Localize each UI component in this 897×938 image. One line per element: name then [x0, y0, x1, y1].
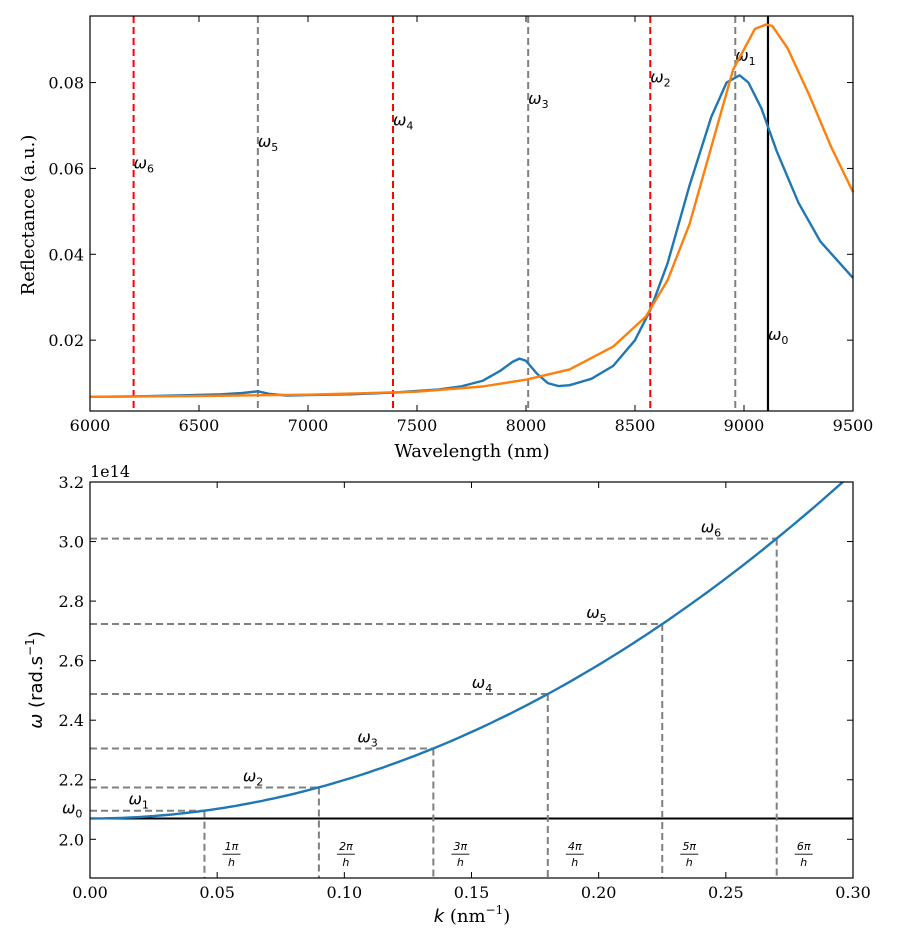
omega-5-label: ω5 — [258, 132, 278, 154]
omega-4-label-subscript: 4 — [406, 119, 413, 132]
mode-6-label-symbol: ω — [701, 518, 714, 537]
top-xlabel: Wavelength (nm) — [394, 441, 549, 462]
omega-3-label-subscript: 3 — [542, 98, 549, 111]
bot-xtick-label-6: 0.30 — [835, 883, 871, 902]
mode-5-label: ω5 — [586, 603, 606, 625]
top-xtick-label-2: 7000 — [288, 416, 329, 435]
omega-0-axis-label-symbol: ω — [62, 798, 75, 817]
top-xtick-label-3: 7500 — [397, 416, 438, 435]
mode-5-frac-num: 5π — [682, 840, 696, 853]
mode-6-label: ω6 — [701, 518, 721, 540]
top-xtick-label-0: 6000 — [70, 416, 111, 435]
omega-6-label: ω6 — [134, 153, 154, 175]
mode-6-frac-den: h — [800, 856, 807, 869]
omega-2-label-symbol: ω — [650, 68, 663, 87]
bot-xtick-label-4: 0.20 — [581, 883, 617, 902]
mode-3-label: ω3 — [357, 727, 377, 749]
top-ytick-label-2: 0.06 — [48, 159, 84, 178]
bot-xtick-label-2: 0.10 — [327, 883, 363, 902]
mode-2-frac-den: h — [342, 856, 349, 869]
offset-text: 1e14 — [90, 462, 130, 481]
omega-1-label: ω1 — [735, 46, 755, 68]
omega-1-label-subscript: 1 — [749, 55, 756, 68]
mode-1-label-subscript: 1 — [142, 799, 149, 812]
top-axes-frame — [89, 15, 854, 412]
top-ytick-label-3: 0.08 — [48, 74, 84, 93]
top-ytick-label-0: 0.02 — [48, 331, 84, 350]
top-ylabel: Reflectance (a.u.) — [18, 135, 39, 296]
mode-6-frac-num: 6π — [797, 840, 811, 853]
mode-5-label-subscript: 5 — [600, 612, 607, 625]
bot-xtick-label-5: 0.25 — [708, 883, 744, 902]
top-xtick-label-6: 9000 — [724, 416, 765, 435]
omega-6-label-subscript: 6 — [147, 162, 154, 175]
mode-2-frac-num: 2π — [339, 840, 353, 853]
mode-5-frac-den: h — [686, 856, 693, 869]
series-orange — [89, 23, 855, 398]
mode-3-label-symbol: ω — [357, 727, 370, 746]
omega-5-label-subscript: 5 — [271, 141, 278, 154]
omega-5-label-symbol: ω — [258, 132, 271, 151]
mode-1-label-symbol: ω — [128, 790, 141, 809]
top-ytick-label-1: 0.04 — [48, 245, 84, 264]
bot-ytick-label-6: 3.2 — [59, 473, 84, 492]
top-xtick-label-4: 8000 — [506, 416, 547, 435]
bot-ytick-label-5: 3.0 — [59, 533, 84, 552]
mode-4-label-symbol: ω — [472, 673, 485, 692]
omega-3-label-symbol: ω — [528, 89, 541, 108]
bot-xtick-label-0: 0.00 — [72, 883, 108, 902]
bottom-xlabel: k (nm−1) — [434, 903, 511, 927]
mode-1-frac-num: 1π — [225, 840, 239, 853]
mode-3-label-subscript: 3 — [371, 736, 378, 749]
omega-0-label: ω0 — [768, 325, 788, 347]
omega-0-axis-label-subscript: 0 — [75, 807, 82, 820]
mode-4-label-subscript: 4 — [485, 682, 492, 695]
mode-3-frac-num: 3π — [454, 840, 468, 853]
bot-ytick-label-1: 2.2 — [59, 771, 84, 790]
omega-3-label: ω3 — [528, 89, 548, 111]
bot-xtick-label-3: 0.15 — [454, 883, 490, 902]
dispersion-curve — [90, 482, 845, 820]
omega-4-label-symbol: ω — [393, 110, 406, 129]
bot-ytick-label-3: 2.6 — [59, 652, 84, 671]
bot-ytick-label-0: 2.0 — [59, 830, 84, 849]
top-xtick-label-1: 6500 — [179, 416, 220, 435]
top-xtick-label-5: 8500 — [615, 416, 656, 435]
series-blue — [89, 74, 854, 398]
bot-ytick-label-2: 2.4 — [59, 711, 84, 730]
omega-6-label-symbol: ω — [134, 153, 147, 172]
mode-2-label-symbol: ω — [243, 766, 256, 785]
omega-2-label-subscript: 2 — [664, 77, 671, 90]
omega-0-label-symbol: ω — [768, 325, 781, 344]
omega-0-axis-label: ω0 — [62, 798, 82, 820]
omega-2-label: ω2 — [650, 68, 670, 90]
bottom-ylabel: ω (rad.s−1) — [23, 631, 47, 729]
mode-4-label: ω4 — [472, 673, 492, 695]
mode-4-frac-den: h — [571, 856, 578, 869]
bot-xtick-label-1: 0.05 — [199, 883, 235, 902]
mode-1-frac-den: h — [228, 856, 235, 869]
top-xtick-label-7: 9500 — [833, 416, 874, 435]
mode-1-label: ω1 — [128, 790, 148, 812]
mode-2-label: ω2 — [243, 766, 263, 788]
bot-ytick-label-4: 2.8 — [59, 592, 84, 611]
omega-0-label-subscript: 0 — [781, 334, 788, 347]
mode-6-label-subscript: 6 — [714, 527, 721, 540]
mode-3-frac-den: h — [457, 856, 464, 869]
omega-4-label: ω4 — [393, 110, 413, 132]
mode-5-label-symbol: ω — [586, 603, 599, 622]
mode-4-frac-num: 4π — [568, 840, 582, 853]
mode-2-label-subscript: 2 — [256, 775, 263, 788]
